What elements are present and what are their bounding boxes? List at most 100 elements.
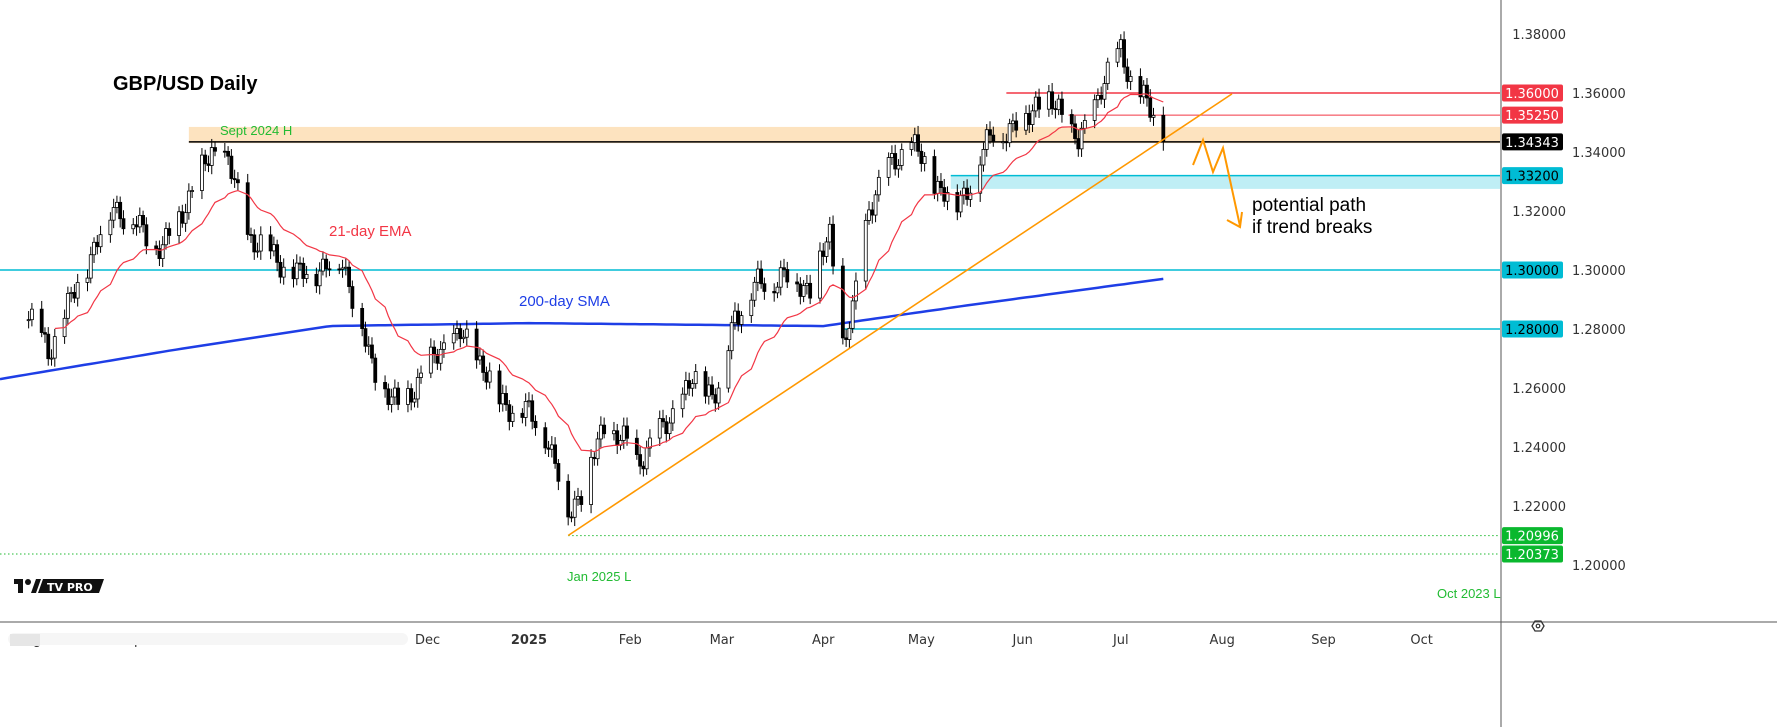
candle-body	[988, 129, 992, 136]
candle	[121, 210, 126, 235]
candle	[598, 416, 603, 448]
candle	[935, 175, 940, 202]
candle	[252, 229, 257, 260]
candle-body	[1076, 138, 1081, 150]
candle-body	[324, 258, 329, 270]
candle-body	[576, 496, 580, 500]
candle-body	[111, 207, 116, 221]
candle	[909, 137, 914, 156]
candle	[383, 375, 387, 398]
candle-body	[886, 157, 891, 178]
candle-body	[749, 299, 754, 317]
candle	[592, 452, 597, 466]
candle-body	[154, 245, 159, 249]
candle	[523, 393, 528, 427]
candle	[481, 349, 486, 381]
candle-body	[1069, 114, 1074, 125]
candle	[569, 511, 574, 523]
candle-body	[850, 300, 855, 329]
candle-body	[566, 480, 571, 518]
candle-body	[759, 268, 764, 285]
candle	[52, 329, 57, 367]
ema-label: 21-day EMA	[329, 223, 412, 240]
candle	[477, 347, 482, 365]
candle-body	[271, 244, 276, 252]
candle-body	[245, 182, 250, 235]
candle	[939, 173, 943, 196]
candle-body	[52, 336, 57, 359]
candle-body	[432, 346, 437, 355]
candle-body	[340, 267, 345, 270]
candle	[876, 169, 881, 202]
candle	[108, 212, 113, 243]
candle-body	[458, 328, 463, 340]
candle	[782, 258, 786, 278]
price-axis[interactable]: 1.20000 1.22000 1.24000 1.26000 1.28000 1.300…	[1512, 28, 1626, 574]
candle	[752, 276, 757, 307]
candle-body	[504, 393, 508, 406]
candle-body	[733, 310, 737, 324]
candle	[249, 227, 253, 243]
candle-body	[1014, 120, 1019, 131]
candle	[1099, 86, 1104, 105]
candle-body	[167, 228, 172, 236]
candle	[922, 152, 927, 172]
candle	[392, 379, 397, 406]
candle-body	[121, 218, 126, 230]
candle-body	[164, 228, 168, 246]
settings-icon[interactable]	[1531, 620, 1545, 632]
candle	[190, 186, 195, 198]
price-level-labels: 1.36000 1.35250 1.34343 1.33200 1.30000 1.280…	[1502, 84, 1563, 563]
candle-body	[533, 420, 538, 429]
candle	[1161, 106, 1166, 151]
sma-200-line	[0, 277, 1164, 381]
candle	[415, 368, 420, 408]
sma-label: 200-day SMA	[519, 293, 610, 310]
candle-body	[419, 372, 423, 378]
candle-body	[831, 223, 835, 267]
candle	[978, 156, 983, 202]
candle	[1102, 75, 1107, 109]
candle-body	[226, 150, 231, 157]
candle-body	[190, 190, 195, 192]
candle-body	[1092, 99, 1097, 121]
candle	[271, 236, 276, 257]
candle-body	[595, 438, 600, 460]
candle-body	[131, 224, 136, 230]
candle-body	[706, 384, 711, 397]
candle-body	[782, 267, 786, 270]
candle	[291, 259, 296, 288]
candle-body	[670, 408, 675, 424]
candle-body	[863, 220, 868, 282]
candle	[886, 152, 891, 186]
candle	[144, 217, 149, 255]
candle	[226, 146, 231, 165]
candle-body	[657, 418, 662, 439]
candle	[1148, 89, 1153, 122]
candle	[95, 234, 100, 255]
candle-body	[667, 422, 672, 435]
candle	[625, 417, 629, 446]
candle-body	[46, 333, 51, 360]
toolbar-button[interactable]	[10, 634, 40, 646]
candle	[363, 321, 368, 353]
candle	[46, 327, 51, 366]
candle	[1141, 80, 1146, 104]
candle	[690, 378, 695, 397]
candle	[1007, 118, 1012, 148]
candle	[827, 216, 832, 250]
candle-body	[415, 377, 420, 400]
candle	[115, 195, 119, 214]
candle-body	[144, 224, 149, 247]
candle-body	[298, 262, 302, 265]
path-arrow-head	[1226, 211, 1243, 229]
candle-body	[115, 201, 119, 208]
candle	[183, 203, 188, 232]
candle	[844, 329, 849, 347]
price-label-bg	[1502, 545, 1563, 563]
candle-body	[118, 201, 123, 220]
candle-body	[556, 463, 561, 482]
candle	[301, 257, 306, 288]
candle	[111, 198, 116, 229]
